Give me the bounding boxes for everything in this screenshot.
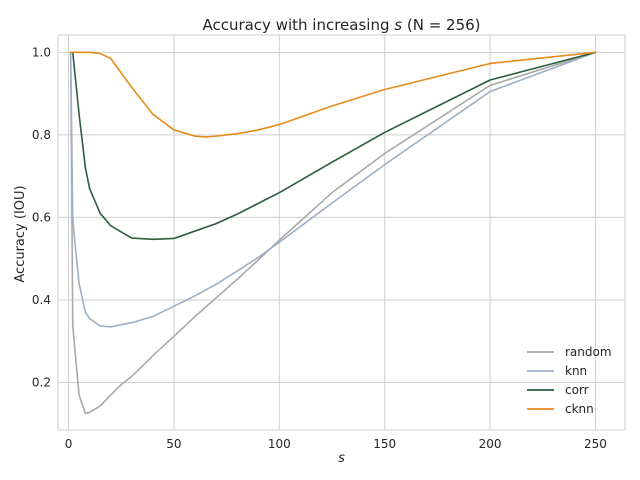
x-tick-label: 50 [166,437,181,451]
legend-label-knn: knn [565,364,587,378]
legend-label-random: random [565,345,612,359]
x-tick-label: 0 [65,437,73,451]
y-tick-label: 0.6 [32,210,51,224]
x-tick-label: 250 [584,437,607,451]
y-tick-label: 0.4 [32,293,51,307]
series-line-corr [69,51,597,241]
series-line-cknn [69,51,597,138]
plot-frame [57,34,626,431]
y-tick-label: 0.8 [32,128,51,142]
legend: random knn corr cknn [527,345,612,416]
legend-label-cknn: cknn [565,402,594,416]
legend-label-corr: corr [565,383,589,397]
series-line-knn [69,51,597,328]
y-axis-label: Accuracy (IOU) [13,185,28,282]
x-axis-label: s [338,451,345,466]
series-lines [69,51,597,415]
tick-labels: 0 50 100 150 200 250 0.2 0.4 0.6 0.8 1.0 [32,45,607,451]
x-tick-label: 100 [268,437,291,451]
x-tick-label: 150 [373,437,396,451]
series-line-random [69,51,597,415]
grid [58,35,625,430]
chart-title: Accuracy with increasing s (N = 256) [202,16,480,34]
y-tick-label: 0.2 [32,376,51,390]
x-tick-label: 200 [479,437,502,451]
y-tick-label: 1.0 [32,45,51,59]
